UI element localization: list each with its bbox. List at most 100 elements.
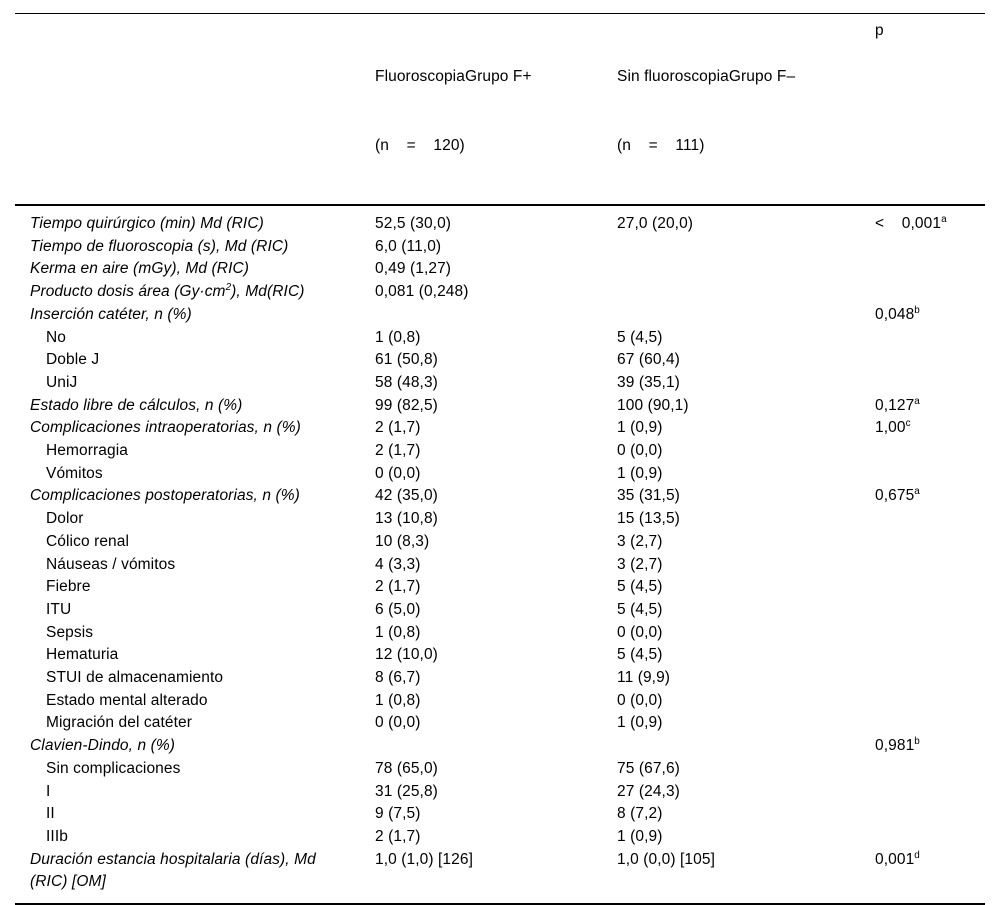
cell-p-value: 0,127a	[875, 395, 985, 418]
p-value-sup: c	[905, 418, 911, 430]
table-row: Inserción catéter, n (%) 0,048b	[15, 304, 985, 327]
cell-group-fplus: 1 (0,8)	[375, 691, 421, 709]
row-label-text: Duración estancia hospitalaria (días), M…	[30, 850, 316, 891]
cell-group-fplus: 0,081 (0,248)	[375, 283, 469, 301]
row-label: Inserción catéter, n (%)	[15, 304, 375, 327]
cell-group-fplus: 31 (25,8)	[375, 782, 438, 800]
table-row: II 9 (7,5) 8 (7,2)	[15, 803, 985, 826]
cell-group-fplus: 10 (8,3)	[375, 532, 430, 550]
cell-group-fplus: 61 (50,8)	[375, 351, 438, 369]
row-label-text: Vómitos	[46, 464, 103, 482]
cell-group-fplus: 0 (0,0)	[375, 464, 421, 482]
results-table: FluoroscopiaGrupo F+ (n = 120) Sin fluor…	[15, 13, 985, 905]
row-label-text: Migración del catéter	[46, 714, 192, 732]
table-row: Fiebre 2 (1,7) 5 (4,5)	[15, 576, 985, 599]
row-label-text: Náuseas / vómitos	[46, 555, 176, 573]
row-label-text: Doble J	[46, 351, 100, 369]
cell-group-fminus: 67 (60,4)	[617, 351, 680, 369]
cell-group-fminus: 27 (24,3)	[617, 782, 680, 800]
row-label: Náuseas / vómitos	[15, 554, 375, 577]
header-group-fminus: Sin fluoroscopiaGrupo F– (n = 111)	[617, 19, 875, 203]
cell-p-value: 0,981b	[875, 735, 985, 758]
table-row: Producto dosis área (Gy·cm2), Md(RIC) 0,…	[15, 281, 985, 304]
cell-group-fminus: 39 (35,1)	[617, 373, 680, 391]
table-row: Tiempo quirúrgico (min) Md (RIC) 52,5 (3…	[15, 213, 985, 236]
row-label-text: Kerma en aire (mGy), Md (RIC)	[30, 260, 250, 278]
table-row: ITU 6 (5,0) 5 (4,5)	[15, 599, 985, 622]
row-label-text: Sepsis	[46, 623, 94, 641]
p-value-text: 0,981	[875, 737, 915, 755]
header-row: FluoroscopiaGrupo F+ (n = 120) Sin fluor…	[15, 14, 985, 204]
row-label: Fiebre	[15, 576, 375, 599]
table-row: Tiempo de fluoroscopia (s), Md (RIC) 6,0…	[15, 236, 985, 259]
table-body: Tiempo quirúrgico (min) Md (RIC) 52,5 (3…	[15, 206, 985, 903]
row-label-text: Cólico renal	[46, 532, 130, 550]
cell-group-fminus: 75 (67,6)	[617, 759, 680, 777]
row-label-text: Complicaciones postoperatorias, n (%)	[30, 487, 300, 505]
row-label-text: Hemorragia	[46, 442, 128, 460]
row-label: Sin complicaciones	[15, 758, 375, 781]
cell-group-fminus: 0 (0,0)	[617, 623, 663, 641]
cell-group-fminus: 35 (31,5)	[617, 487, 680, 505]
row-label: Clavien-Dindo, n (%)	[15, 735, 375, 758]
cell-group-fplus: 99 (82,5)	[375, 396, 438, 414]
row-label: Cólico renal	[15, 531, 375, 554]
row-label: STUI de almacenamiento	[15, 667, 375, 690]
row-label-text: Inserción catéter, n (%)	[30, 305, 192, 323]
row-label: Sepsis	[15, 622, 375, 645]
row-label-text: Estado libre de cálculos, n (%)	[30, 396, 243, 414]
header-fminus-line1: Sin fluoroscopiaGrupo F–	[617, 68, 796, 85]
table-row: Estado mental alterado 1 (0,8) 0 (0,0)	[15, 690, 985, 713]
table-row: I 31 (25,8) 27 (24,3)	[15, 781, 985, 804]
table-row: Sepsis 1 (0,8) 0 (0,0)	[15, 622, 985, 645]
cell-group-fplus: 1 (0,8)	[375, 623, 421, 641]
table-row: Doble J 61 (50,8) 67 (60,4)	[15, 349, 985, 372]
table-top-rule	[15, 13, 985, 14]
p-value-sup: a	[941, 213, 947, 225]
row-label: IIIb	[15, 826, 375, 849]
row-label: Kerma en aire (mGy), Md (RIC)	[15, 258, 375, 281]
row-label-text: Hematuria	[46, 646, 119, 664]
row-label: Producto dosis área (Gy·cm2), Md(RIC)	[15, 281, 375, 304]
cell-group-fminus: 1 (0,9)	[617, 714, 663, 732]
row-label-text: Producto dosis área (Gy·cm	[30, 283, 226, 301]
table-row: Estado libre de cálculos, n (%) 99 (82,5…	[15, 395, 985, 418]
row-label-text: II	[46, 805, 55, 823]
cell-group-fplus: 12 (10,0)	[375, 646, 438, 664]
cell-p-value: 0,001d	[875, 849, 985, 872]
row-label: Estado libre de cálculos, n (%)	[15, 395, 375, 418]
cell-group-fminus: 1 (0,9)	[617, 464, 663, 482]
cell-group-fplus: 58 (48,3)	[375, 373, 438, 391]
cell-group-fminus: 1 (0,9)	[617, 419, 663, 437]
cell-group-fplus: 2 (1,7)	[375, 442, 421, 460]
cell-group-fplus: 0 (0,0)	[375, 714, 421, 732]
table-row: Sin complicaciones 78 (65,0) 75 (67,6)	[15, 758, 985, 781]
p-value-text: < 0,001	[875, 215, 942, 232]
row-label-text-end: ), Md(RIC)	[231, 283, 305, 301]
cell-group-fplus: 1 (0,8)	[375, 328, 421, 346]
row-label: I	[15, 781, 375, 804]
cell-group-fminus: 3 (2,7)	[617, 532, 663, 550]
p-value-text: 0,127	[875, 396, 915, 414]
row-label: Vómitos	[15, 463, 375, 486]
table-row: IIIb 2 (1,7) 1 (0,9)	[15, 826, 985, 849]
cell-group-fminus: 11 (9,9)	[617, 669, 671, 687]
table-row: UniJ 58 (48,3) 39 (35,1)	[15, 372, 985, 395]
p-value-text: 1,00	[875, 419, 906, 437]
cell-p-value: 1,00c	[875, 417, 985, 440]
table-row: Complicaciones postoperatorias, n (%) 42…	[15, 485, 985, 508]
table-row: Migración del catéter 0 (0,0) 1 (0,9)	[15, 712, 985, 735]
table-row: Cólico renal 10 (8,3) 3 (2,7)	[15, 531, 985, 554]
cell-group-fminus: 1 (0,9)	[617, 827, 663, 845]
cell-group-fminus: 5 (4,5)	[617, 646, 663, 664]
table-row: Náuseas / vómitos 4 (3,3) 3 (2,7)	[15, 554, 985, 577]
row-label: II	[15, 803, 375, 826]
cell-group-fplus: 2 (1,7)	[375, 578, 421, 596]
row-label: Hematuria	[15, 644, 375, 667]
p-value-sup: d	[914, 849, 920, 861]
row-label: Duración estancia hospitalaria (días), M…	[15, 849, 375, 894]
row-label-text: Tiempo de fluoroscopia (s), Md (RIC)	[30, 237, 289, 255]
p-value-sup: a	[914, 395, 920, 407]
row-label: UniJ	[15, 372, 375, 395]
row-label: Dolor	[15, 508, 375, 531]
